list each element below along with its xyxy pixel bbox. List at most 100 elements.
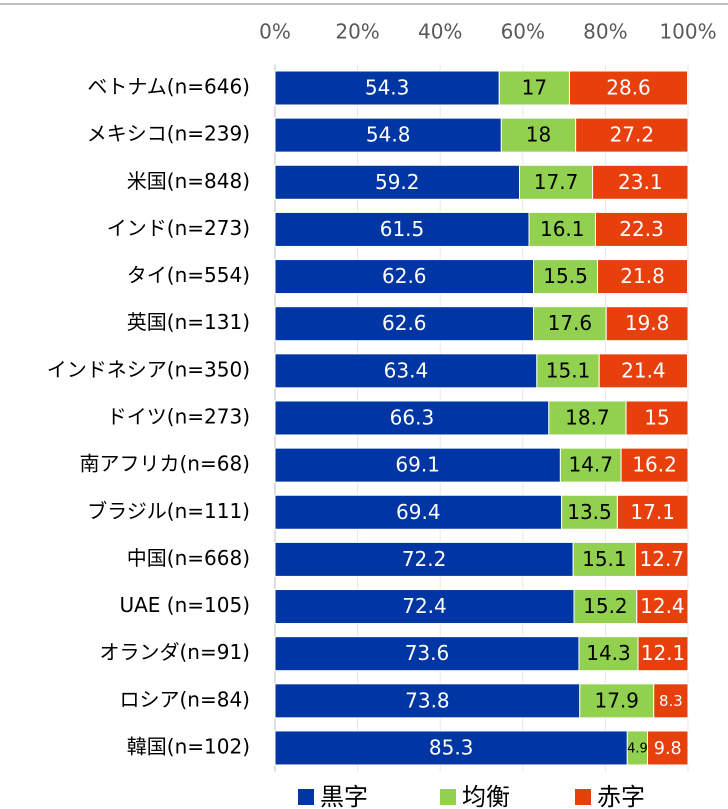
- y-tick-label: オランダ(n=91): [100, 640, 251, 664]
- bar-segment: [635, 541, 689, 577]
- bar-segment: [559, 447, 622, 483]
- data-label: 22.3: [619, 217, 664, 241]
- bar-segment: [647, 730, 689, 766]
- bar-segment: [533, 259, 599, 295]
- bar-segment: [637, 636, 689, 672]
- x-tick-label: 40%: [418, 20, 462, 44]
- data-label: 54.8: [366, 123, 411, 147]
- bar-segment: [653, 683, 689, 719]
- data-label: 13.5: [567, 500, 612, 524]
- data-label: 62.6: [382, 311, 427, 335]
- bar-segment: [274, 353, 538, 389]
- data-label: 17.7: [534, 170, 579, 194]
- x-tick-label: 60%: [501, 20, 545, 44]
- data-label: 23.1: [618, 170, 663, 194]
- legend-swatch: [298, 789, 314, 805]
- bar-segment: [274, 306, 535, 342]
- data-label: 17.1: [630, 500, 675, 524]
- data-label: 21.8: [620, 264, 665, 288]
- data-label: 72.4: [402, 594, 447, 618]
- bar-segment: [573, 589, 638, 625]
- bar-segment: [592, 164, 689, 200]
- data-label: 15.2: [583, 594, 628, 618]
- x-tick-label: 80%: [583, 20, 627, 44]
- data-label: 14.7: [568, 453, 613, 477]
- data-label: 73.8: [405, 688, 450, 712]
- y-tick-label: 米国(n=848): [127, 169, 250, 193]
- bar-segment: [274, 494, 563, 530]
- bar-segment: [274, 683, 581, 719]
- data-label: 12.1: [641, 641, 686, 665]
- bar-segment: [533, 306, 607, 342]
- bar-segment: [274, 447, 561, 483]
- bar-segment: [500, 117, 577, 153]
- data-label: 18.7: [565, 405, 610, 429]
- bar-segment: [594, 211, 689, 247]
- data-label: 59.2: [375, 170, 420, 194]
- data-label: 62.6: [382, 264, 427, 288]
- y-tick-label: ベトナム(n=646): [87, 75, 250, 99]
- data-label: 12.7: [640, 547, 685, 571]
- bar-segment: [616, 494, 689, 530]
- data-label: 17: [522, 76, 547, 100]
- data-label: 69.4: [396, 500, 441, 524]
- y-tick-label: 南アフリカ(n=68): [80, 452, 251, 476]
- y-tick-label: ドイツ(n=273): [107, 404, 250, 428]
- data-label: 9.8: [654, 739, 682, 759]
- data-label: 15.5: [543, 264, 588, 288]
- y-tick-label: UAE (n=105): [119, 593, 250, 617]
- data-label: 15: [644, 405, 669, 429]
- legend-label: 黒字: [320, 783, 368, 809]
- bar-segment: [572, 541, 637, 577]
- bar-segment: [568, 70, 689, 106]
- legend-swatch: [440, 789, 456, 805]
- y-tick-label: 韓国(n=102): [127, 734, 250, 758]
- y-tick-label: 中国(n=668): [127, 546, 250, 570]
- data-label: 4.9: [627, 741, 648, 756]
- data-label: 54.3: [365, 76, 410, 100]
- bar-segment: [274, 636, 580, 672]
- data-label: 15.1: [582, 547, 627, 571]
- data-label: 17.9: [594, 688, 639, 712]
- bar-segment: [597, 259, 689, 295]
- data-label: 69.1: [395, 453, 440, 477]
- data-label: 66.3: [390, 405, 435, 429]
- x-tick-label: 100%: [659, 20, 716, 44]
- legend-label: 均衡: [462, 783, 510, 809]
- bar-segment: [561, 494, 618, 530]
- data-label: 12.4: [640, 594, 685, 618]
- bar-segment: [528, 211, 596, 247]
- data-label: 18: [526, 123, 551, 147]
- data-label: 17.6: [548, 311, 593, 335]
- bar-segment: [625, 400, 689, 436]
- data-label: 27.2: [610, 123, 655, 147]
- bar-segment: [274, 730, 628, 766]
- legend-swatch: [575, 789, 591, 805]
- bar-segment: [498, 70, 570, 106]
- x-tick-label: 0%: [259, 20, 291, 44]
- bar-segment: [605, 306, 689, 342]
- bar-segment: [274, 117, 502, 153]
- data-label: 14.3: [586, 641, 631, 665]
- x-tick-label: 20%: [335, 20, 379, 44]
- bar-segment: [548, 400, 627, 436]
- bar-segment: [274, 400, 550, 436]
- bar-segment: [598, 353, 689, 389]
- data-label: 8.3: [659, 692, 683, 710]
- bar-segment: [575, 117, 689, 153]
- bar-segment: [636, 589, 689, 625]
- data-label: 61.5: [380, 217, 425, 241]
- y-tick-label: ブラジル(n=111): [87, 499, 250, 523]
- data-label: 16.1: [540, 217, 585, 241]
- data-label: 19.8: [625, 311, 670, 335]
- y-tick-label: インドネシア(n=350): [47, 357, 250, 381]
- legend-label: 赤字: [597, 783, 645, 809]
- y-tick-label: ロシア(n=84): [120, 687, 251, 711]
- data-label: 72.2: [402, 547, 447, 571]
- y-tick-label: インド(n=273): [107, 216, 250, 240]
- data-label: 63.4: [384, 358, 429, 382]
- y-tick-label: 英国(n=131): [127, 310, 250, 334]
- data-label: 73.6: [405, 641, 450, 665]
- y-tick-label: タイ(n=554): [127, 263, 250, 287]
